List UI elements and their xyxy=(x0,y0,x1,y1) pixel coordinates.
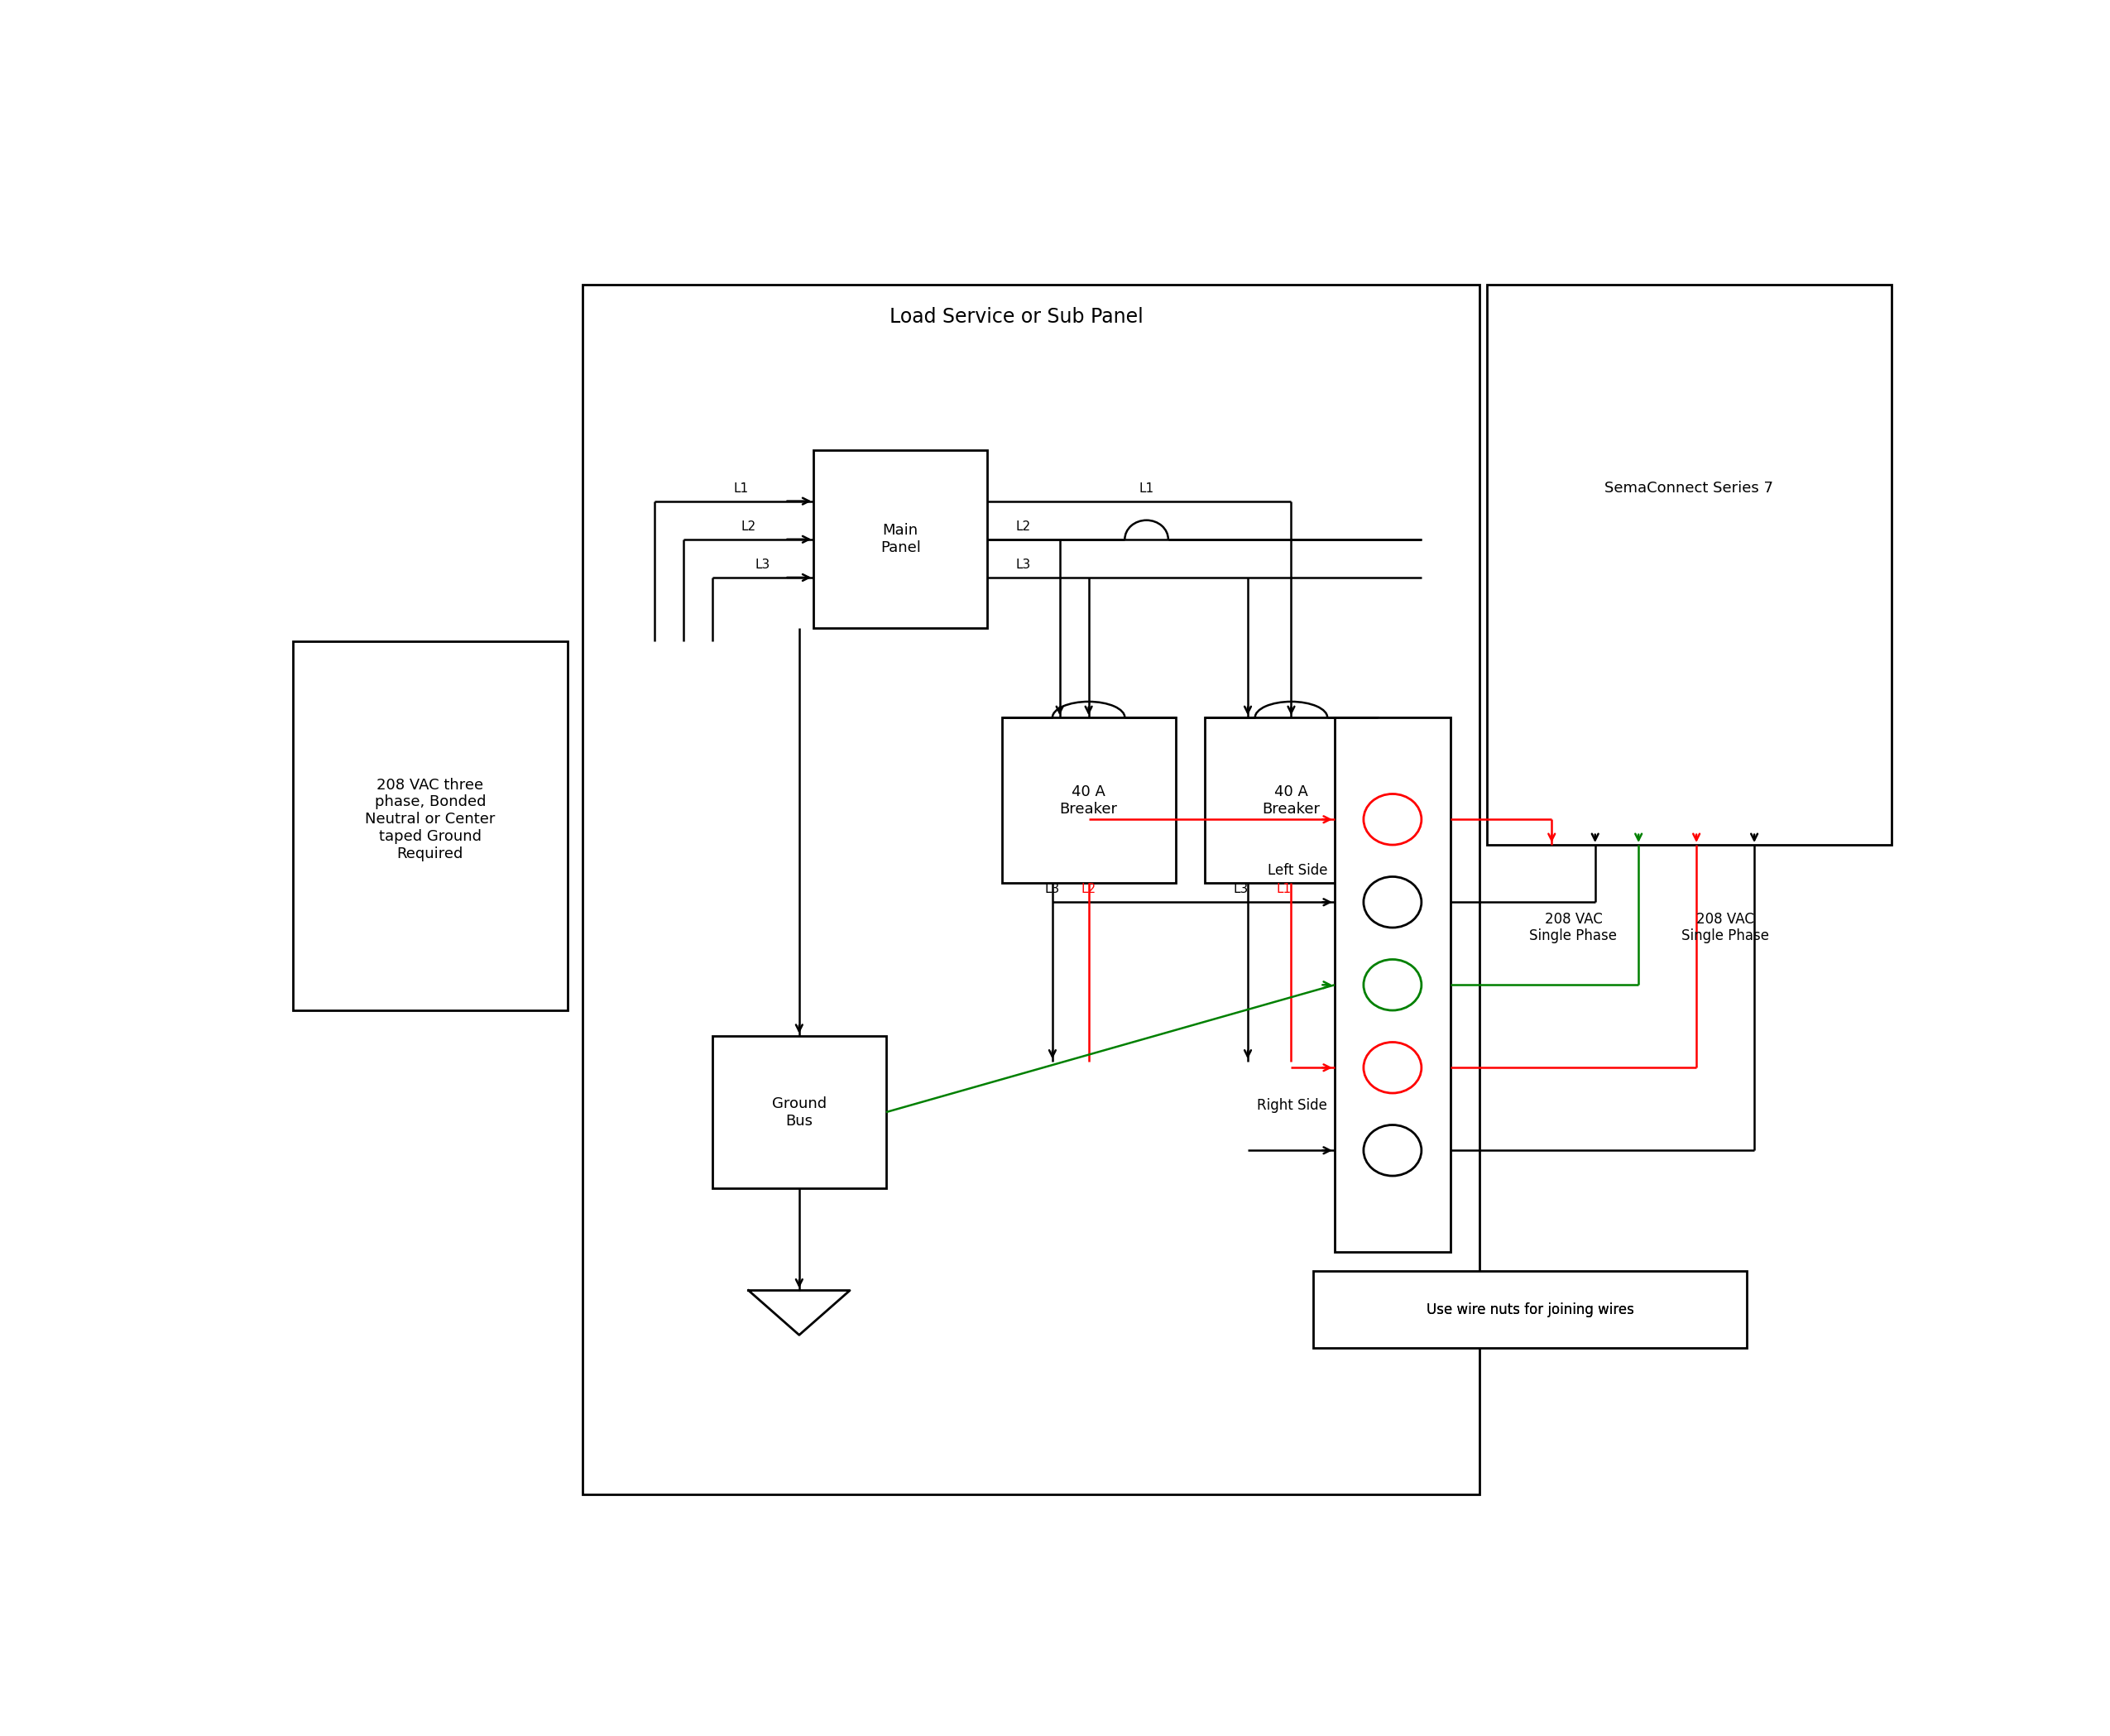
Text: L1: L1 xyxy=(1139,483,1154,495)
Text: L2: L2 xyxy=(1017,521,1032,533)
Text: L2: L2 xyxy=(741,521,755,533)
Bar xyxy=(582,285,1479,1495)
Text: Use wire nuts for joining wires: Use wire nuts for joining wires xyxy=(1426,1302,1633,1318)
Text: 208 VAC
Single Phase: 208 VAC Single Phase xyxy=(1530,911,1616,944)
Text: L1: L1 xyxy=(734,483,749,495)
Text: 40 A
Breaker: 40 A Breaker xyxy=(1059,785,1118,816)
Text: SemaConnect Series 7: SemaConnect Series 7 xyxy=(1606,481,1775,496)
Text: 208 VAC
Single Phase: 208 VAC Single Phase xyxy=(1682,911,1768,944)
Bar xyxy=(1488,285,1893,845)
Text: Right Side: Right Side xyxy=(1258,1099,1327,1113)
Text: L1: L1 xyxy=(1277,884,1291,896)
Text: Left Side: Left Side xyxy=(1268,863,1327,878)
Bar xyxy=(1002,717,1175,884)
Text: Use wire nuts for joining wires: Use wire nuts for joining wires xyxy=(1426,1302,1633,1318)
Text: L3: L3 xyxy=(1044,884,1059,896)
Text: L3: L3 xyxy=(755,559,770,571)
Text: L2: L2 xyxy=(1080,884,1095,896)
Bar xyxy=(1205,717,1378,884)
Text: Ground
Bus: Ground Bus xyxy=(772,1095,827,1128)
Text: L3: L3 xyxy=(1232,884,1249,896)
Text: L3: L3 xyxy=(1015,559,1032,571)
Bar xyxy=(713,1036,886,1189)
Text: 40 A
Breaker: 40 A Breaker xyxy=(1262,785,1321,816)
Text: Main
Panel: Main Panel xyxy=(880,523,920,556)
Bar xyxy=(814,450,987,628)
Bar xyxy=(293,641,568,1010)
Bar xyxy=(1312,1271,1747,1347)
Bar xyxy=(1336,717,1450,1252)
Text: 208 VAC three
phase, Bonded
Neutral or Center
taped Ground
Required: 208 VAC three phase, Bonded Neutral or C… xyxy=(365,778,496,861)
Text: Load Service or Sub Panel: Load Service or Sub Panel xyxy=(888,307,1144,326)
